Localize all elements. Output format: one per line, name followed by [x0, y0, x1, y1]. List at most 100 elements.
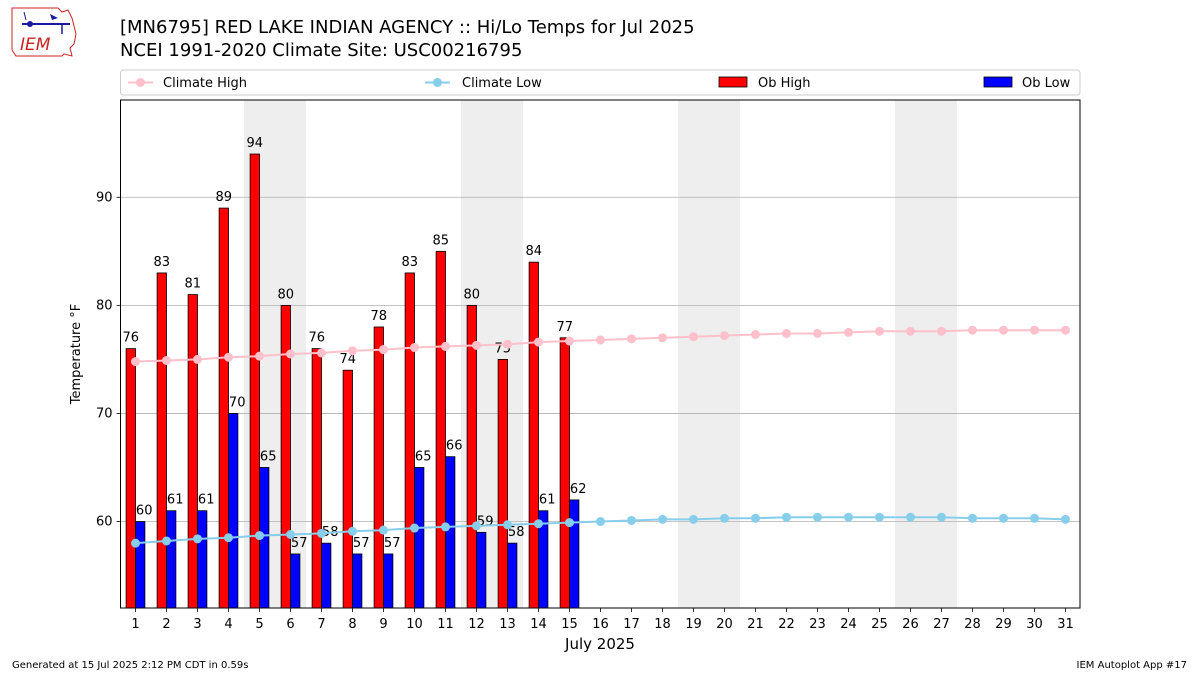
legend-climate-high-label: Climate High	[163, 76, 247, 91]
legend-ob-low-swatch	[983, 76, 1013, 88]
climate-high-point	[534, 337, 543, 347]
climate-high-point	[193, 354, 202, 364]
climate-low-point	[503, 520, 512, 530]
ob-low-label: 57	[291, 536, 308, 551]
ob-low-label: 57	[384, 536, 401, 551]
climate-low-point	[906, 512, 915, 522]
ob-low-bar	[321, 542, 332, 609]
ob-high-bar	[559, 337, 570, 609]
app-footer: IEM Autoplot App #17	[1076, 660, 1187, 671]
chart-title: [MN6795] RED LAKE INDIAN AGENCY :: Hi/Lo…	[120, 17, 695, 38]
climate-low-point	[937, 512, 946, 522]
climate-high-point	[813, 328, 822, 338]
climate-high-point	[317, 348, 326, 358]
climate-high-point	[875, 326, 884, 336]
climate-low-point	[813, 512, 822, 522]
x-tick-label: 27	[933, 617, 950, 632]
x-tick-label: 1	[131, 617, 139, 632]
x-tick-label: 13	[499, 617, 516, 632]
legend-box	[120, 69, 1081, 96]
climate-high-point	[1030, 325, 1039, 335]
legend-climate-low-label: Climate Low	[462, 76, 542, 91]
ob-high-label: 81	[185, 277, 202, 292]
ob-high-label: 83	[402, 255, 419, 270]
climate-low-point	[751, 513, 760, 523]
ob-high-bar	[125, 348, 136, 609]
chart-subtitle: NCEI 1991-2020 Climate Site: USC00216795	[120, 40, 523, 61]
x-tick-label: 7	[317, 617, 325, 632]
ob-low-label: 60	[136, 504, 153, 519]
ob-high-label: 83	[154, 255, 171, 270]
legend-climate-low-marker	[433, 78, 442, 87]
legend: Climate High Climate Low Ob High Ob Low	[120, 69, 1081, 96]
climate-high-point	[937, 326, 946, 336]
climate-high-point	[224, 352, 233, 362]
ob-high-label: 94	[247, 136, 264, 151]
ob-low-label: 61	[539, 493, 556, 508]
x-tick-label: 10	[406, 617, 423, 632]
climate-high-point	[751, 330, 760, 340]
climate-high-point	[410, 343, 419, 353]
climate-low-point	[658, 514, 667, 524]
climate-low-point	[286, 530, 295, 540]
climate-high-point	[441, 341, 450, 351]
x-tick-label: 20	[716, 617, 733, 632]
ob-low-bar	[135, 521, 146, 609]
x-tick-label: 19	[685, 617, 702, 632]
ob-high-bar	[249, 153, 260, 609]
x-tick-label: 15	[561, 617, 578, 632]
weekend-shade	[895, 100, 957, 608]
ob-high-label: 80	[278, 287, 295, 302]
x-tick-label: 22	[778, 617, 795, 632]
climate-low-point	[844, 512, 853, 522]
ob-high-bar	[404, 272, 415, 609]
x-tick-label: 18	[654, 617, 671, 632]
climate-low-point	[255, 531, 264, 541]
climate-low-point	[782, 512, 791, 522]
climate-low-point	[162, 536, 171, 546]
weekend-shade	[678, 100, 740, 608]
climate-low-point	[348, 526, 357, 536]
iem-logo: IEM	[11, 7, 77, 57]
ob-high-bar	[528, 261, 539, 609]
ob-high-label: 89	[216, 190, 233, 205]
climate-high-point	[968, 325, 977, 335]
x-tick-label: 2	[162, 617, 170, 632]
ob-low-bar	[166, 510, 177, 609]
legend-ob-high-swatch	[718, 76, 748, 88]
climate-high-point	[162, 355, 171, 365]
climate-high-point	[379, 345, 388, 355]
x-tick-label: 21	[747, 617, 764, 632]
climate-low-point	[596, 517, 605, 527]
ob-low-label: 65	[260, 449, 277, 464]
x-tick-label: 25	[871, 617, 888, 632]
ob-low-label: 65	[415, 449, 432, 464]
climate-low-point	[689, 514, 698, 524]
climate-low-point	[875, 512, 884, 522]
climate-low-point	[999, 513, 1008, 523]
ob-low-bar	[476, 531, 487, 609]
climate-high-point	[255, 351, 264, 361]
x-tick-label: 26	[902, 617, 919, 632]
ob-high-label: 80	[464, 287, 481, 302]
ob-high-bar	[218, 207, 229, 609]
ob-low-label: 61	[198, 493, 215, 508]
climate-low-point	[379, 525, 388, 535]
climate-low-point	[627, 515, 636, 525]
climate-high-point	[720, 331, 729, 341]
climate-low-point	[968, 513, 977, 523]
x-tick-label: 14	[530, 617, 547, 632]
climate-low-point	[410, 523, 419, 533]
climate-high-point	[596, 335, 605, 345]
climate-low-point	[534, 519, 543, 529]
x-tick-label: 30	[1026, 617, 1043, 632]
ob-low-label: 58	[508, 525, 525, 540]
climate-low-point	[224, 533, 233, 543]
y-tick-label: 60	[96, 515, 113, 530]
climate-low-point	[441, 522, 450, 532]
climate-low-point	[565, 518, 574, 528]
climate-low-point	[193, 534, 202, 544]
climate-high-point	[472, 340, 481, 350]
climate-high-point	[689, 332, 698, 342]
